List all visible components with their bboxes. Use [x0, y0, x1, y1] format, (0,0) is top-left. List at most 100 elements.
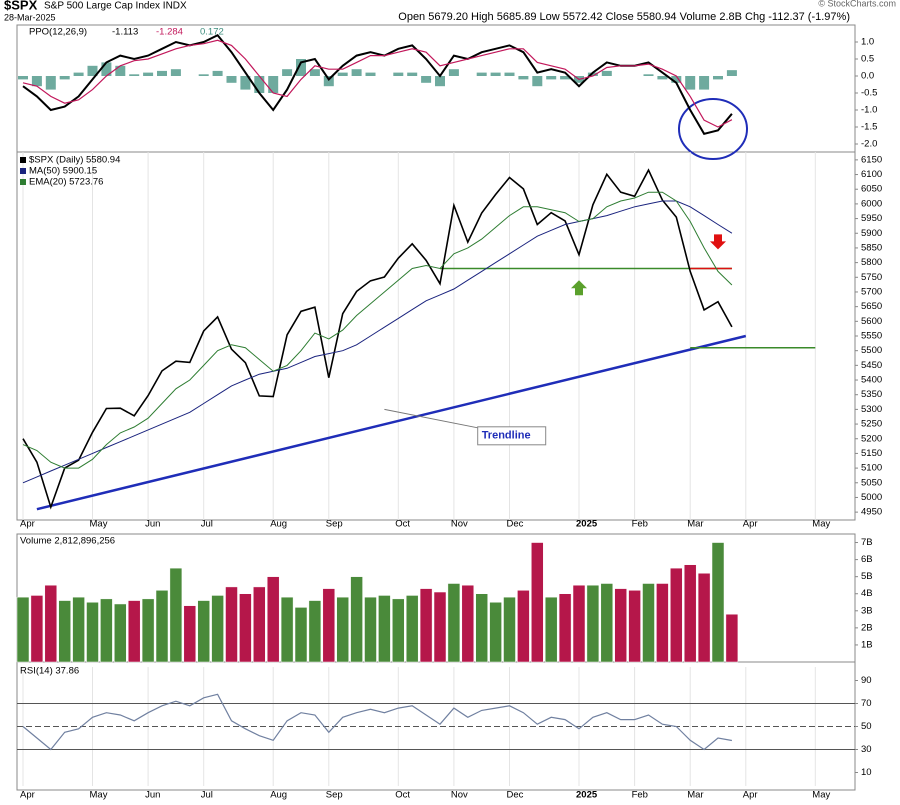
volume-bar	[517, 590, 530, 663]
volume-bar	[531, 542, 544, 663]
histogram-bar	[671, 76, 682, 83]
y-tick-label: 5300	[861, 404, 882, 415]
histogram-bar	[170, 69, 181, 76]
histogram-bar	[18, 76, 28, 80]
x-tick-label: Dec	[507, 519, 524, 530]
histogram-bar	[726, 70, 737, 76]
histogram-bar	[601, 70, 612, 76]
x-tick-label: 2025	[576, 790, 598, 800]
volume-bar	[683, 564, 697, 663]
y-tick-label: 5000	[861, 492, 882, 503]
histogram-bar	[435, 76, 445, 87]
y-tick-label: 5900	[861, 228, 882, 239]
y-tick-label: 5500	[861, 345, 882, 356]
volume-bar	[127, 600, 141, 663]
y-tick-label: 5100	[861, 463, 882, 474]
histogram-bar	[448, 69, 459, 76]
x-tick-label: Jul	[201, 790, 213, 800]
arrow	[710, 234, 726, 250]
histogram-bar	[45, 76, 56, 90]
histogram-bar	[115, 65, 126, 76]
price-panel	[16, 151, 856, 521]
volume-bar	[558, 593, 572, 663]
x-tick-label: Oct	[395, 519, 410, 530]
ppo-line	[22, 39, 733, 128]
trendline	[36, 334, 747, 511]
histogram-bar	[59, 76, 70, 80]
volume-bar	[239, 593, 252, 663]
histogram-bar	[73, 72, 84, 76]
y-tick-label: 5400	[861, 375, 882, 386]
panel-title: Volume 2,812,896,256	[20, 536, 115, 547]
histogram-bar	[490, 72, 501, 76]
legend-label: $SPX (Daily) 5580.94	[29, 155, 120, 166]
volume-bar	[656, 583, 669, 663]
volume-bar	[266, 576, 280, 663]
callout-box	[477, 426, 547, 446]
histogram-bar	[421, 76, 432, 83]
volume-bar	[197, 600, 210, 663]
histogram-bar	[254, 76, 265, 93]
rsi-line	[22, 693, 733, 751]
legend-label: 0.172	[200, 27, 224, 38]
y-tick-label: -0.5	[861, 88, 877, 99]
y-tick-label: 5700	[861, 286, 882, 297]
x-tick-label: May	[90, 790, 108, 800]
histogram-bar	[351, 69, 362, 76]
y-tick-label: -1.5	[861, 122, 877, 133]
x-tick-label: Feb	[632, 790, 648, 800]
y-tick-label: 5650	[861, 301, 882, 312]
legend-label: -1.113	[112, 27, 138, 38]
x-tick-label: May	[90, 519, 108, 530]
histogram-bar	[393, 72, 404, 76]
volume-bar	[572, 584, 586, 663]
legend-swatch	[20, 157, 26, 163]
legend-swatch	[20, 179, 26, 185]
x-tick-label: Mar	[687, 519, 703, 530]
volume-bar	[253, 586, 266, 663]
y-tick-label: 1.0	[861, 37, 874, 48]
volume-bar	[58, 600, 71, 663]
volume-bar	[378, 595, 391, 663]
volume-bar	[141, 598, 155, 663]
volume-bar	[642, 583, 655, 663]
y-tick-label: 6150	[861, 154, 882, 165]
x-tick-label: Jul	[201, 519, 213, 530]
volume-bar	[475, 593, 488, 663]
volume-bar	[433, 591, 447, 663]
y-tick-label: 3B	[861, 605, 873, 616]
legend-label: -1.284	[156, 27, 183, 38]
ppo-panel	[16, 24, 856, 153]
histogram-bar	[504, 72, 515, 76]
histogram-bar	[268, 76, 279, 93]
y-tick-label: 5750	[861, 272, 882, 283]
y-tick-label: 5950	[861, 213, 882, 224]
y-tick-label: 5050	[861, 477, 882, 488]
y-tick-label: 7B	[861, 537, 873, 548]
y-tick-label: 6050	[861, 184, 882, 195]
moving-average	[22, 200, 733, 484]
panel-title: RSI(14) 37.86	[20, 666, 79, 677]
histogram-bar	[323, 76, 334, 87]
volume-bar	[364, 596, 377, 663]
volume-bar	[350, 576, 363, 663]
histogram-bar	[365, 72, 376, 76]
y-tick-label: 4950	[861, 507, 882, 518]
moving-average	[22, 191, 733, 469]
x-tick-label: Nov	[451, 519, 468, 530]
y-tick-label: 0.5	[861, 54, 874, 65]
y-tick-label: 5150	[861, 448, 882, 459]
x-tick-label: Feb	[632, 519, 648, 530]
histogram-bar	[587, 72, 598, 76]
volume-bar	[169, 567, 183, 663]
volume-bar	[392, 598, 405, 663]
x-tick-label: Apr	[743, 790, 758, 800]
histogram-bar	[518, 76, 529, 80]
y-tick-label: 10	[861, 767, 872, 778]
histogram-bar	[226, 76, 237, 83]
quote: Open 5679.20 High 5685.89 Low 5572.42 Cl…	[398, 11, 850, 23]
volume-bar	[322, 588, 336, 663]
y-tick-label: 4B	[861, 588, 873, 599]
histogram-bar	[713, 76, 723, 80]
